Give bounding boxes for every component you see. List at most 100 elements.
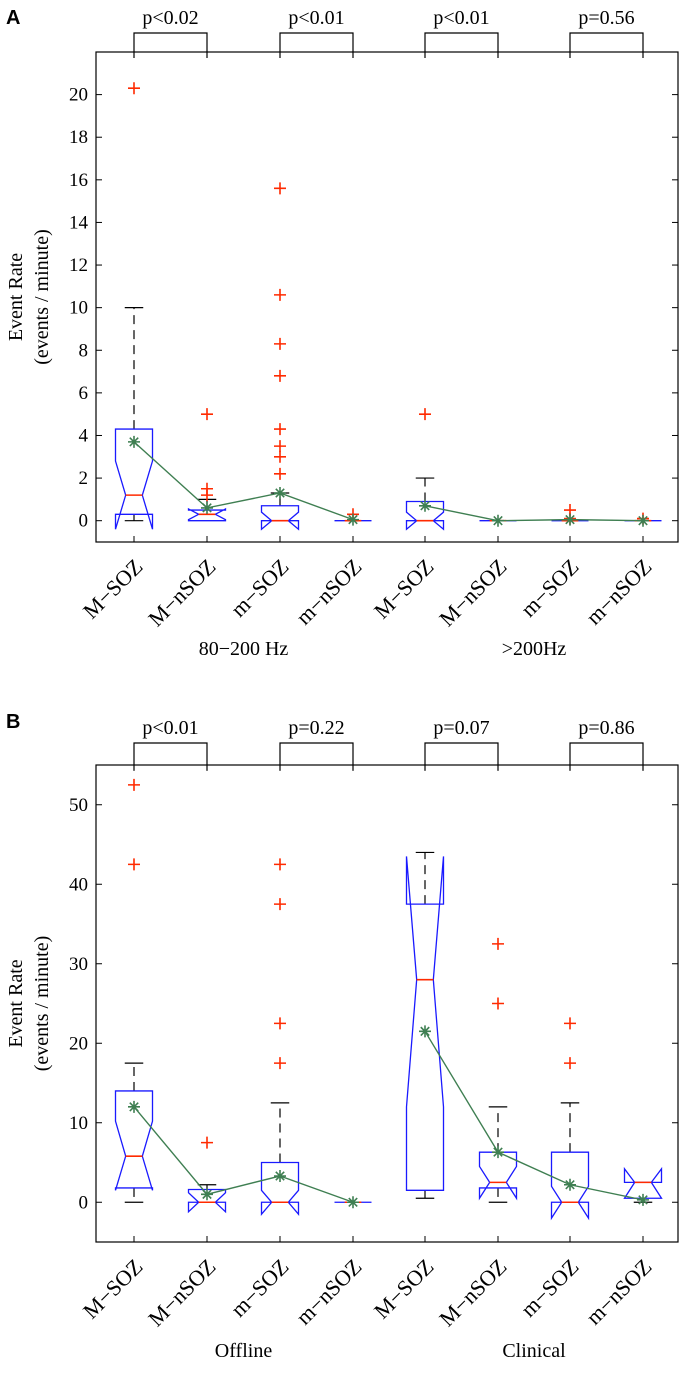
outlier-marker <box>274 337 286 350</box>
p-value-label: p<0.02 <box>142 7 198 29</box>
notched-box <box>623 1166 663 1199</box>
mean-marker <box>492 514 504 527</box>
p-value-label: p=0.86 <box>578 717 634 739</box>
panel-letter: A <box>6 7 20 29</box>
group-label: Offline <box>215 1340 273 1362</box>
mean-marker <box>419 1025 431 1038</box>
comparison-bracket <box>279 32 354 58</box>
mean-marker <box>128 1100 140 1113</box>
mean-marker <box>347 513 359 526</box>
outlier-marker <box>564 1017 576 1030</box>
group-label: 80−200 Hz <box>199 638 289 660</box>
outlier-marker <box>492 997 504 1010</box>
y-tick-label: 8 <box>79 340 89 361</box>
outlier-marker <box>128 82 140 95</box>
x-category-label: M−SOZ <box>369 1254 439 1324</box>
outlier-marker <box>128 858 140 871</box>
y-axis-label-units: (events / minute) <box>31 936 53 1072</box>
boxplot <box>550 1017 590 1221</box>
x-category-label: M−nSOZ <box>434 554 511 631</box>
comparison-bracket <box>569 32 644 58</box>
mean-marker <box>201 1188 213 1201</box>
p-value-label: p=0.22 <box>288 717 344 739</box>
x-category-label: M−nSOZ <box>143 554 220 631</box>
x-category-label: M−SOZ <box>78 554 148 624</box>
y-tick-label: 10 <box>69 298 88 319</box>
group-label: Clinical <box>502 1340 566 1362</box>
y-axis-label-units: (events / minute) <box>31 229 53 365</box>
mean-marker <box>564 1178 576 1191</box>
x-category-label: m−SOZ <box>226 554 294 622</box>
y-tick-label: 10 <box>69 1113 88 1134</box>
outlier-marker <box>274 440 286 453</box>
x-category-label: m−nSOZ <box>581 1254 657 1330</box>
y-tick-label: 16 <box>69 170 88 191</box>
p-value-label: p<0.01 <box>288 7 344 29</box>
mean-marker <box>637 514 649 527</box>
p-value-label: p<0.01 <box>142 717 198 739</box>
outlier-marker <box>564 1057 576 1070</box>
mean-trend-line <box>133 441 354 521</box>
mean-marker <box>564 513 576 526</box>
mean-marker <box>637 1193 649 1206</box>
p-value-label: p=0.56 <box>578 7 634 29</box>
outlier-marker <box>274 423 286 436</box>
boxplot <box>478 937 518 1203</box>
x-category-label: m−nSOZ <box>291 554 367 630</box>
notched-box <box>187 507 227 522</box>
y-tick-label: 6 <box>79 383 89 404</box>
y-tick-label: 0 <box>79 1192 89 1213</box>
y-tick-label: 20 <box>69 1033 88 1054</box>
boxplot <box>405 408 445 531</box>
x-category-label: M−nSOZ <box>143 1254 220 1331</box>
y-axis-label: Event Rate <box>5 253 27 341</box>
x-category-label: m−nSOZ <box>291 1254 367 1330</box>
boxplot <box>187 408 227 522</box>
notched-box <box>478 1151 518 1201</box>
comparison-bracket <box>424 742 499 770</box>
notched-box <box>114 1090 154 1191</box>
outlier-marker <box>274 1017 286 1030</box>
mean-marker <box>201 501 213 514</box>
y-tick-label: 4 <box>79 425 89 446</box>
outlier-marker <box>419 408 431 421</box>
mean-trend-line <box>424 1030 644 1201</box>
y-tick-label: 12 <box>69 255 88 276</box>
outlier-marker <box>128 778 140 791</box>
comparison-bracket <box>133 742 208 770</box>
outlier-marker <box>274 467 286 480</box>
boxplot <box>187 1136 227 1214</box>
x-category-label: m−SOZ <box>516 554 584 622</box>
boxplot <box>114 778 154 1203</box>
notched-box <box>187 1188 227 1214</box>
x-category-label: m−nSOZ <box>581 554 657 630</box>
boxplot <box>260 858 300 1216</box>
boxplot <box>405 851 445 1199</box>
comparison-bracket <box>424 32 499 58</box>
plot-frame <box>95 51 679 543</box>
outlier-marker <box>274 1057 286 1070</box>
outlier-marker <box>201 1136 213 1149</box>
boxplot <box>114 82 154 530</box>
mean-marker <box>274 1170 286 1183</box>
notched-box <box>405 500 445 531</box>
notched-box <box>405 856 445 1191</box>
x-category-label: m−SOZ <box>516 1254 584 1322</box>
mean-marker <box>128 435 140 448</box>
outlier-marker <box>274 898 286 911</box>
panel-b: B 0 10 20 30 40 50 Event Rate (events / minute) M… <box>5 711 679 1362</box>
y-tick-label: 0 <box>79 511 89 532</box>
mean-trend-line <box>424 505 644 522</box>
outlier-marker <box>274 182 286 195</box>
x-category-label: M−SOZ <box>369 554 439 624</box>
outlier-marker <box>274 450 286 463</box>
panel-letter: B <box>6 711 20 733</box>
mean-marker <box>419 499 431 512</box>
comparison-bracket <box>569 742 644 770</box>
y-tick-label: 50 <box>69 795 88 816</box>
outlier-marker <box>274 858 286 871</box>
panel-a: A 0 2 4 6 8 10 12 14 16 18 20 Event Rate (events / mi… <box>5 7 679 660</box>
notched-box <box>260 1161 300 1216</box>
notched-box <box>114 428 154 530</box>
